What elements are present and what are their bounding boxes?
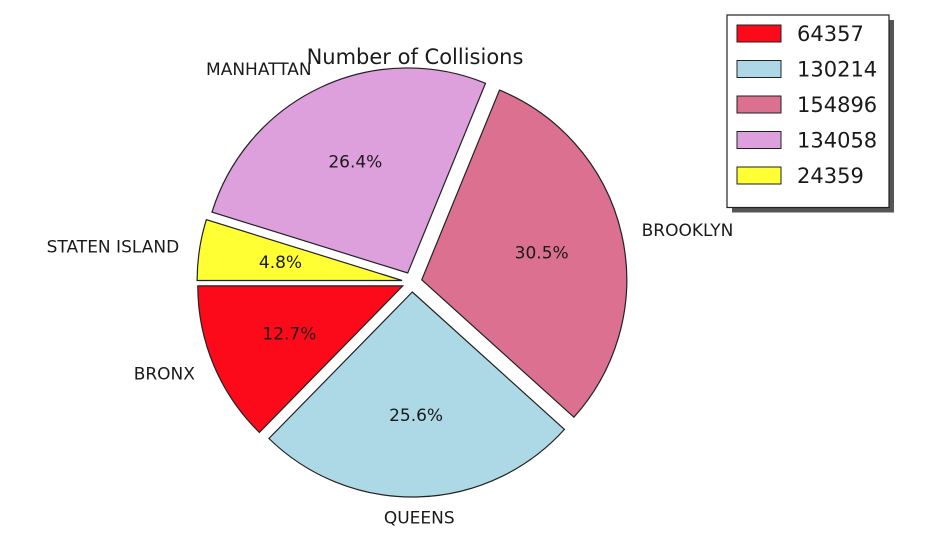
legend-entry: 134058 [797,129,877,153]
pct-label-bronx: 12.7% [262,325,316,345]
legend-swatch-queens [736,60,782,78]
pie-slice-manhattan [211,67,487,274]
pct-label-queens: 25.6% [389,406,443,426]
pct-label-brooklyn: 30.5% [515,244,569,264]
legend-swatch-bronx [736,24,782,43]
category-label-manhattan: MANHATTAN [206,60,312,80]
pct-label-manhattan: 26.4% [328,153,382,173]
category-label-bronx: BRONX [134,364,196,384]
pie-slice-queens [268,291,566,498]
chart-title: Number of Collisions [307,45,524,69]
pie-slice-brooklyn [421,89,628,419]
legend: 64357 130214 154896 134058 24359 [726,14,894,213]
legend-entry: 154896 [797,93,877,117]
category-label-staten-island: STATEN ISLAND [47,238,180,258]
category-label-brooklyn: BROOKLYN [642,221,734,241]
pct-label-staten-island: 4.8% [259,253,302,273]
pie-slice-bronx [197,285,405,434]
category-label-queens: QUEENS [384,508,455,528]
legend-swatch-manhattan [736,131,782,149]
legend-swatch-staten-island [736,166,782,185]
legend-entry: 24359 [797,164,864,188]
legend-swatch-brooklyn [736,95,782,114]
legend-entry: 64357 [797,22,864,46]
pie-slice-staten-island [196,218,403,282]
legend-entry: 130214 [797,58,877,82]
